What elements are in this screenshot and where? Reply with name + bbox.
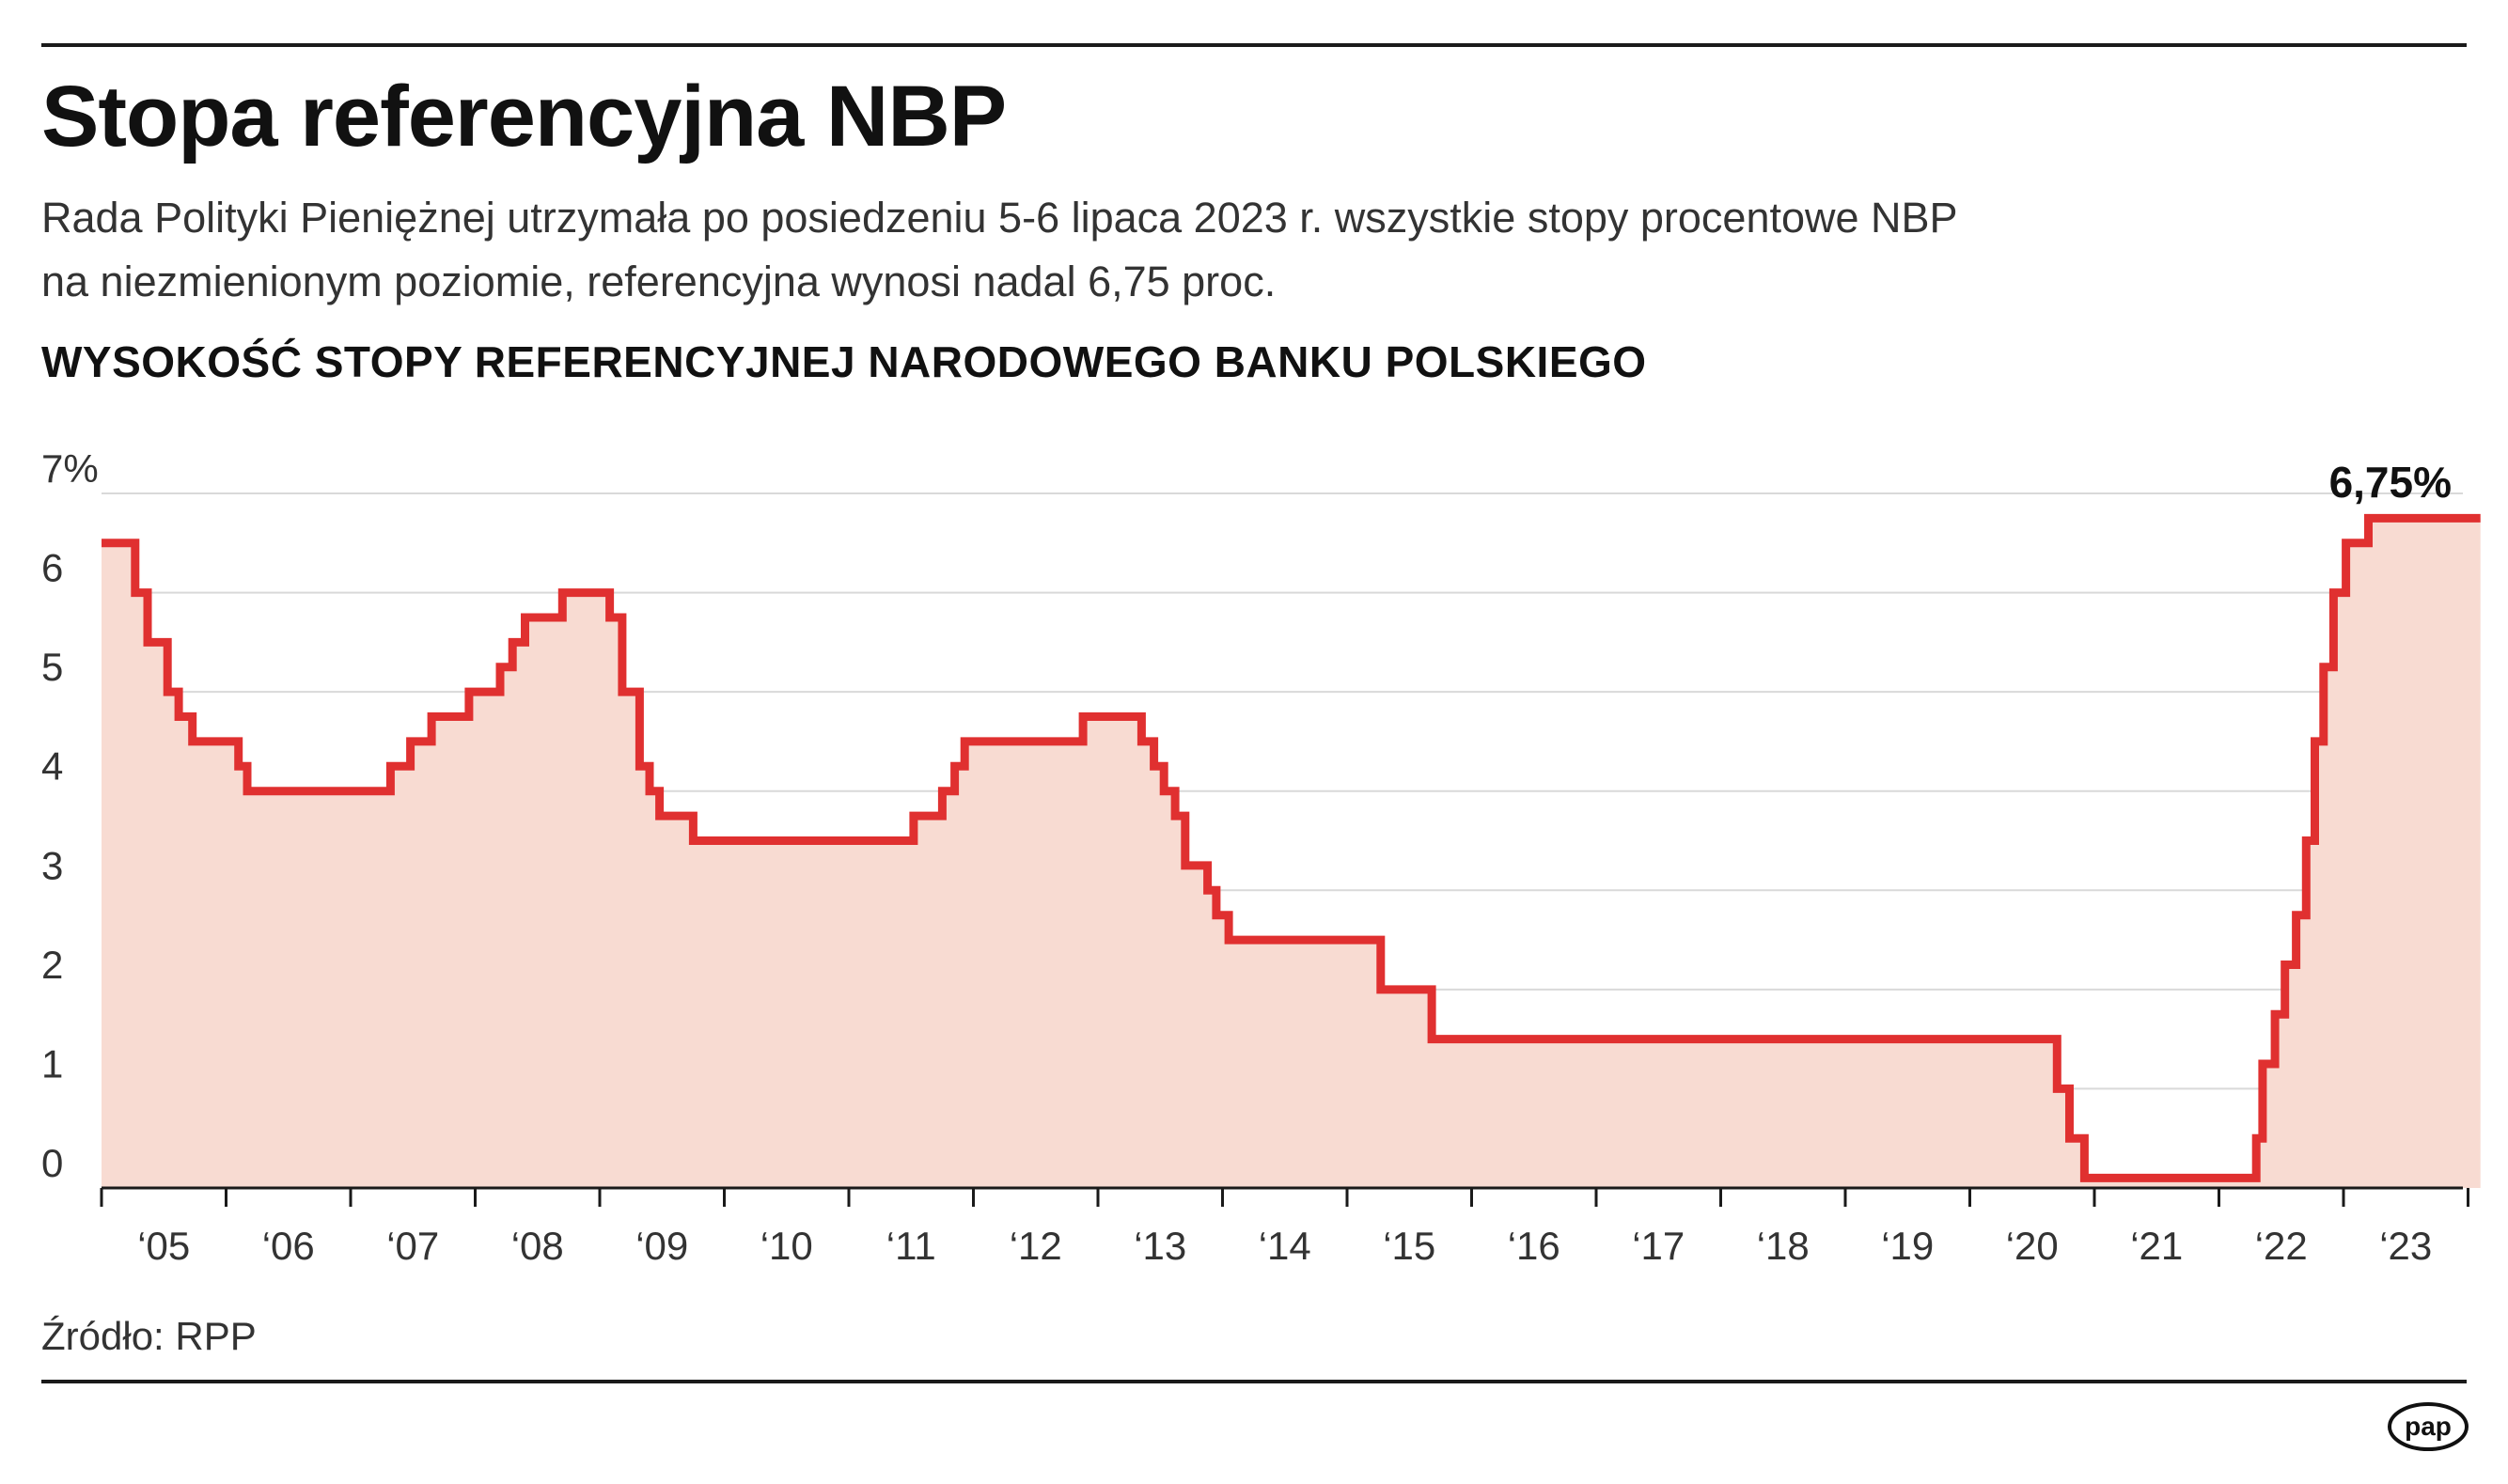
y-tick-label: 4 [41,744,63,789]
x-tick-label: ‘11 [886,1224,936,1268]
x-tick-label: ‘16 [1508,1224,1560,1268]
y-tick-label: 2 [41,943,63,987]
subtitle-line-1: Rada Polityki Pieniężnej utrzymała po po… [41,194,1958,242]
y-axis-labels: 0 1 2 3 4 5 6 7% [41,446,99,1185]
page-title: Stopa referencyjna NBP [41,69,1007,164]
x-tick-label: ‘10 [760,1224,813,1268]
x-axis-labels: ‘05 ‘06 ‘07 ‘08 ‘09 ‘10 ‘11 ‘12 ‘13 ‘14 ‘15 ‘16 ‘17 ‘… [137,1224,2432,1268]
x-tick-label: ‘20 [2006,1224,2059,1268]
y-tick-label: 1 [41,1041,63,1086]
x-tick-label: ‘13 [1134,1224,1186,1268]
rate-chart: 0 1 2 3 4 5 6 7% ‘05 ‘06 ‘07 ‘08 ‘09 ‘10 ‘11 ‘12 ‘13 ‘14… [41,446,2481,1268]
x-tick-label: ‘18 [1757,1224,1810,1268]
x-tick-label: ‘07 [386,1224,439,1268]
x-tick-label: ‘06 [262,1224,315,1268]
y-tick-label: 3 [41,843,63,887]
y-tick-label: 7% [41,446,99,491]
subtitle-line-2: na niezmienionym poziomie, referencyjna … [41,258,1277,305]
y-tick-label: 5 [41,645,63,689]
x-tick-label: ‘14 [1259,1224,1311,1268]
x-tick-label: ‘09 [635,1224,688,1268]
x-tick-label: ‘23 [2379,1224,2432,1268]
bottom-rule [41,1380,2467,1383]
subtitle: Rada Polityki Pieniężnej utrzymała po po… [41,186,2391,314]
x-tick-label: ‘12 [1010,1224,1062,1268]
x-tick-label: ‘08 [511,1224,564,1268]
x-tick-label: ‘05 [137,1224,190,1268]
y-tick-label: 0 [41,1141,63,1185]
x-tick-label: ‘22 [2255,1224,2308,1268]
chart-heading: WYSOKOŚĆ STOPY REFERENCYJNEJ NARODOWEGO … [41,337,1647,386]
rate-area-fill [102,518,2481,1188]
svg-text:pap: pap [2405,1412,2452,1441]
x-tick-label: ‘15 [1383,1224,1435,1268]
pap-logo: pap [2388,1402,2469,1451]
x-axis [100,1186,2469,1207]
source-note: Źródło: RPP [41,1314,257,1358]
y-tick-label: 6 [41,546,63,590]
x-tick-label: ‘19 [1881,1224,1934,1268]
x-tick-label: ‘21 [2130,1224,2183,1268]
last-value-label: 6,75% [2329,458,2452,507]
x-tick-label: ‘17 [1632,1224,1685,1268]
top-rule [41,43,2467,47]
rate-series-line [102,513,2481,1182]
